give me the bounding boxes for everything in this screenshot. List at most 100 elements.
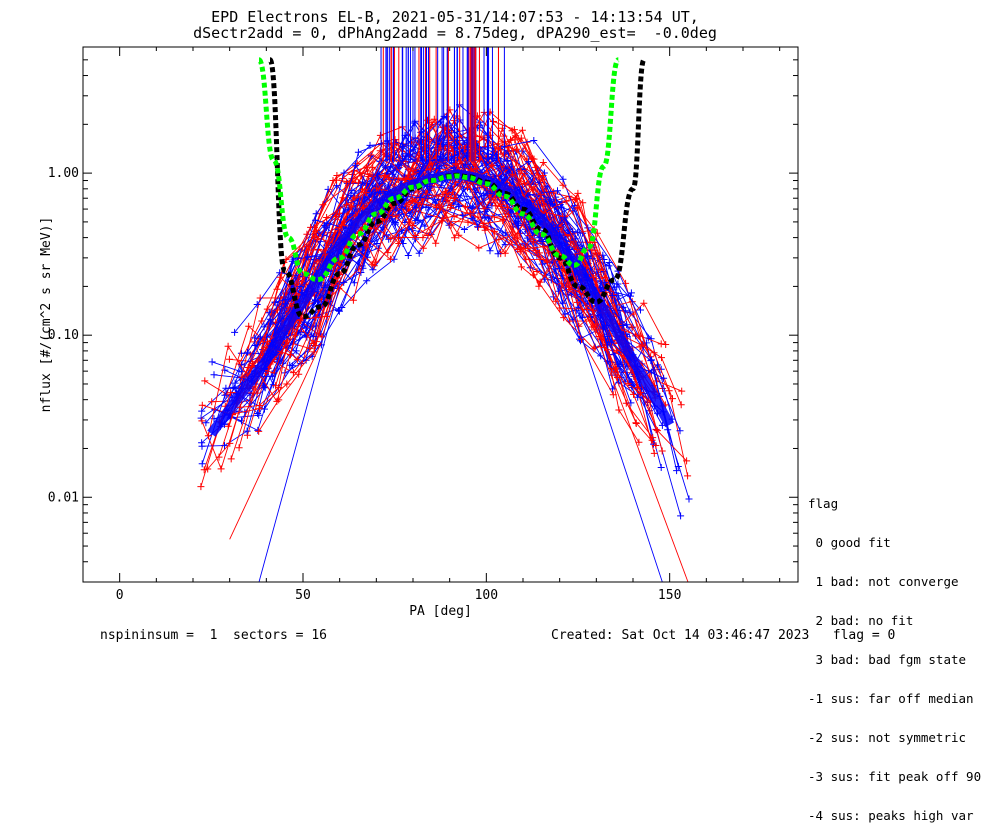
data-point-marker [403, 200, 411, 208]
data-point-marker [264, 338, 271, 346]
data-point-marker [354, 179, 362, 187]
data-point-marker [532, 247, 540, 255]
data-point-marker [392, 212, 400, 220]
data-point-marker [198, 407, 206, 415]
data-point-marker [634, 393, 642, 401]
data-point-marker [391, 136, 399, 144]
data-point-marker [437, 118, 445, 126]
data-point-marker [678, 387, 686, 395]
data-point-marker [354, 148, 362, 156]
data-point-marker [421, 222, 429, 230]
data-point-marker [312, 342, 320, 350]
data-point-marker [561, 214, 569, 222]
data-point-marker [628, 323, 636, 331]
data-point-marker [204, 465, 212, 473]
data-point-marker [289, 362, 297, 370]
data-point-marker [398, 204, 406, 212]
data-point-marker [419, 234, 427, 242]
data-point-marker [499, 217, 507, 225]
data-point-marker [365, 173, 373, 180]
data-point-marker [272, 382, 280, 390]
data-point-marker [545, 197, 553, 205]
data-point-marker [573, 204, 581, 212]
data-point-marker [306, 344, 314, 352]
data-point-marker [340, 169, 348, 177]
data-point-marker [508, 127, 516, 135]
data-point-marker [443, 196, 451, 204]
data-point-marker [452, 160, 460, 168]
data-point-marker [376, 131, 384, 139]
data-point-marker [480, 220, 488, 227]
spectrum-trace [229, 342, 322, 540]
plot-area [197, 47, 693, 582]
data-point-marker [567, 232, 575, 240]
data-point-marker [295, 370, 303, 378]
data-point-marker [685, 495, 693, 503]
data-point-marker [677, 512, 685, 520]
data-point-marker [607, 338, 615, 346]
data-point-marker [231, 328, 239, 336]
data-point-marker [335, 307, 342, 314]
data-point-marker [323, 220, 331, 228]
data-point-marker [363, 277, 371, 285]
data-point-marker [536, 278, 544, 286]
data-point-marker [362, 189, 370, 197]
data-point-marker [517, 263, 525, 271]
data-point-marker [221, 442, 228, 450]
flag-legend: flag 0 good fit 1 bad: not converge 2 ba… [808, 471, 981, 835]
pitch-angle-chart: 0 50 100 150 0.01 0.10 1.00 PA [deg] nflux [#/(c… [39, 46, 799, 619]
data-point-marker [615, 362, 623, 370]
data-point-marker [312, 313, 320, 321]
data-point-marker [289, 369, 297, 377]
x-tick-label: 150 [658, 588, 681, 603]
data-point-marker [412, 203, 420, 211]
data-point-marker [490, 227, 498, 235]
data-point-marker [260, 323, 268, 331]
data-point-marker [238, 373, 246, 381]
data-point-marker [451, 234, 459, 242]
data-point-marker [530, 238, 538, 246]
data-point-marker [443, 190, 451, 198]
data-point-marker [652, 442, 660, 449]
y-tick-label: 0.10 [48, 328, 79, 343]
data-point-marker [349, 296, 357, 304]
data-point-marker [395, 233, 402, 241]
data-point-marker [464, 218, 472, 226]
data-point-marker [304, 253, 312, 261]
data-point-marker [310, 348, 318, 356]
data-point-marker [461, 160, 469, 168]
data-point-marker [574, 228, 582, 236]
data-point-marker [517, 167, 525, 175]
data-point-marker [501, 249, 509, 257]
data-point-marker [225, 355, 233, 363]
data-point-marker [197, 483, 205, 491]
data-point-marker [464, 184, 471, 192]
data-point-marker [254, 426, 262, 434]
data-point-marker [579, 199, 587, 207]
data-point-marker [360, 204, 367, 212]
data-point-marker [208, 398, 216, 406]
data-point-marker [342, 201, 350, 209]
data-point-marker [508, 170, 516, 178]
data-point-marker [574, 189, 582, 197]
data-point-marker [224, 342, 232, 350]
data-point-marker [243, 427, 251, 435]
data-point-marker [432, 199, 440, 207]
legend-item: -2 sus: not symmetric [808, 730, 967, 745]
data-point-marker [554, 187, 561, 195]
x-tick-label: 100 [475, 588, 498, 603]
data-point-marker [369, 266, 377, 274]
data-point-marker [642, 339, 650, 347]
data-point-marker [455, 231, 463, 239]
data-point-marker [204, 432, 212, 440]
data-point-marker [662, 341, 670, 348]
data-point-marker [202, 419, 210, 427]
data-point-marker [572, 195, 579, 203]
data-point-marker [559, 181, 567, 189]
data-point-marker [626, 308, 634, 316]
data-point-marker [481, 226, 489, 234]
data-point-marker [416, 193, 424, 201]
data-point-marker [533, 268, 541, 275]
data-point-marker [401, 219, 409, 226]
data-point-marker [644, 334, 652, 342]
